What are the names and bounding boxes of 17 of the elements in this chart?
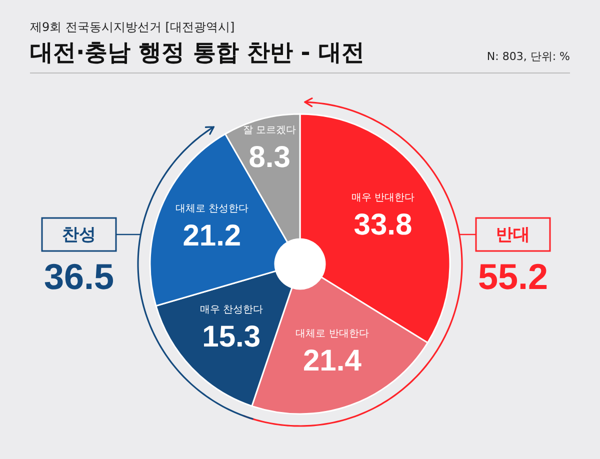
chart-subtitle: 제9회 전국동시지방선거 [대전광역시]: [30, 20, 235, 34]
data-label: 21.2: [182, 219, 242, 252]
chart-title: 대전·충남 행정 통합 찬반 - 대전: [30, 40, 364, 66]
data-label: 33.8: [354, 208, 412, 242]
slice-label: 대체로 찬성한다: [175, 203, 248, 214]
text: 반대: [496, 225, 530, 245]
slice-label: 매우 찬성한다: [200, 304, 263, 316]
slice-label: 잘 모르겠다: [242, 124, 296, 136]
data-label: 8.3: [248, 140, 290, 174]
slice-label: 대체로 반대한다: [296, 328, 369, 340]
text: 55.2: [478, 256, 548, 297]
text: 찬성: [62, 225, 96, 245]
data-label: 15.3: [202, 320, 261, 354]
text: N: 803, 단위: %: [486, 50, 570, 63]
text: 36.5: [44, 256, 114, 297]
data-label: 21.4: [302, 344, 362, 378]
slice-label: 매우 반대한다: [351, 192, 415, 204]
